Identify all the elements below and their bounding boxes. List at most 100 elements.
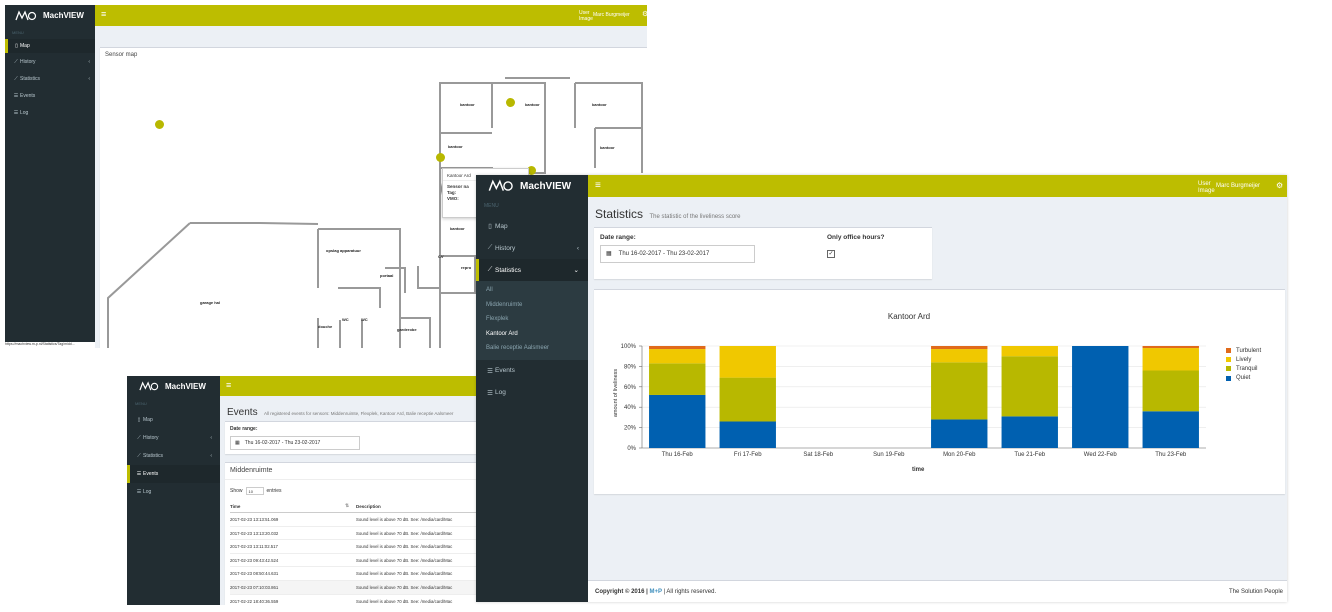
entries-select[interactable]: 10	[245, 487, 264, 495]
sidebar-item-history[interactable]: ⟋ History ‹	[127, 429, 220, 447]
brand[interactable]: MachVIEW	[476, 175, 588, 197]
sensor-marker[interactable]	[436, 153, 445, 162]
footer: Copyright © 2016 | M+P | All rights rese…	[588, 580, 1287, 602]
sensor-marker[interactable]	[527, 166, 536, 175]
column-header-description[interactable]: Description	[356, 504, 381, 509]
event-time: 2017-02-23 13:11:02.517	[230, 544, 278, 550]
sidebar-item-log[interactable]: ☰ Log	[5, 104, 95, 121]
page-subtitle: The statistic of the liveliness score	[649, 214, 741, 220]
hamburger-icon[interactable]: ≡	[595, 180, 601, 191]
sidebar-item-statistics[interactable]: ⟋ Statistics ‹	[5, 70, 95, 87]
sidebar-item-label: History	[495, 244, 516, 252]
sidebar-item-history[interactable]: ⟋ History ‹	[5, 53, 95, 70]
statistics-submenu: All Middenruimte Flexplek Kantoor Ard Ba…	[476, 281, 588, 360]
sidebar-item-label: Log	[143, 489, 152, 495]
brand[interactable]: MachVIEW	[127, 376, 220, 396]
table-row: 2017-02-23 13:13:20.032 Sound level is ab…	[230, 527, 587, 541]
list-icon: ☰	[487, 389, 493, 397]
submenu-item-kantoor-ard[interactable]: Kantoor Ard	[486, 330, 518, 337]
chevron-left-icon: ‹	[210, 435, 212, 441]
sidebar-item-label: History	[20, 58, 36, 65]
event-description: Sound level is above 70 dB. See: /media/…	[356, 571, 453, 577]
x-tick-label: Fri 17-Feb	[734, 452, 762, 458]
sidebar-item-events[interactable]: ☰ Events	[127, 465, 220, 483]
sidebar-item-map[interactable]: ▯ Map	[127, 411, 220, 429]
legend-item[interactable]: Lively	[1226, 355, 1261, 364]
floor-plan	[107, 77, 643, 348]
date-range-input[interactable]: ▦ Thu 16-02-2017 - Thu 23-02-2017	[600, 245, 755, 263]
page-subtitle: All registered events for sensors: Midde…	[264, 411, 454, 416]
sensor-marker[interactable]	[506, 98, 515, 107]
room-label: WC	[342, 317, 349, 322]
sidebar-item-log[interactable]: ☰ Log	[476, 382, 588, 404]
brand[interactable]: MachVIEW	[5, 5, 95, 26]
calendar-icon: ▦	[606, 251, 612, 257]
line-chart-icon: ⟋	[137, 453, 141, 459]
chart-legend: Turbulent Lively Tranquil Quiet	[1226, 346, 1261, 383]
sidebar-item-events[interactable]: ☰ Events	[476, 360, 588, 382]
sidebar-item-map[interactable]: ▯ Map	[476, 215, 588, 237]
sidebar-item-history[interactable]: ⟋ History ‹	[476, 237, 588, 259]
brand-name: MachVIEW	[43, 11, 84, 20]
submenu-item-all[interactable]: All	[486, 287, 493, 293]
user-name[interactable]: Marc Burgmeijer	[593, 12, 630, 18]
bar-segment-turbulent	[649, 346, 706, 350]
hamburger-icon[interactable]: ≡	[101, 9, 107, 19]
footer-company-link[interactable]: M+P	[649, 589, 662, 595]
x-tick-label: Mon 20-Feb	[943, 452, 976, 458]
event-time: 2017-02-23 07:10:03.861	[230, 584, 279, 590]
date-range-input[interactable]: ▦ Thu 16-02-2017 - Thu 23-02-2017	[230, 436, 360, 450]
submenu-item-middenruimte[interactable]: Middenruimte	[486, 301, 523, 308]
legend-swatch	[1226, 348, 1231, 354]
event-description: Sound level is above 70 dB. See: /media/…	[356, 557, 453, 563]
room-label: kantoor	[600, 145, 615, 150]
bar-segment-quiet	[719, 421, 776, 448]
office-hours-checkbox[interactable]: ✓	[827, 250, 835, 258]
user-name[interactable]: Marc Burgmeijer	[1216, 183, 1261, 189]
sidebar-item-label: Statistics	[20, 75, 41, 82]
room-label: WC	[361, 317, 368, 322]
room-label: garderobe	[397, 327, 417, 332]
submenu-item-flexplek[interactable]: Flexplek	[486, 316, 509, 323]
liveliness-chart: 0% 20% 40% 60% 80% 100% Thu 16-Feb Fri 17-Feb Sa…	[621, 344, 1206, 458]
bar-segment-turbulent	[931, 346, 988, 350]
sidebar-item-map[interactable]: ▯ Map	[5, 39, 95, 53]
event-time: 2017-02-22 18:40:36.559	[230, 598, 279, 604]
date-range-label: Date range:	[230, 426, 258, 432]
list-icon: ☰	[13, 109, 19, 116]
sidebar-item-log[interactable]: ☰ Log	[127, 483, 220, 501]
submenu-item-balie-receptie[interactable]: Balie receptie Aalsmeer	[486, 345, 550, 352]
bar-segment-turbulent	[1142, 346, 1199, 349]
legend-item[interactable]: Tranquil	[1226, 364, 1261, 373]
bar-segment-quiet	[931, 419, 988, 448]
column-header-time[interactable]: Time	[230, 504, 241, 509]
bar-segment-lively	[719, 346, 776, 378]
room-label: repro	[461, 265, 472, 270]
hamburger-icon[interactable]: ≡	[226, 380, 232, 390]
legend-item[interactable]: Turbulent	[1226, 346, 1261, 355]
footer-rights: | All rights reserved.	[663, 589, 717, 595]
sidebar-item-label: History	[143, 435, 159, 441]
show-label: Show	[230, 488, 243, 494]
sensor-marker[interactable]	[155, 120, 164, 129]
x-tick-label: Thu 16-Feb	[662, 452, 694, 458]
gears-icon[interactable]: ⚙	[1276, 181, 1284, 190]
sidebar-item-statistics[interactable]: ⟋ Statistics ⌄	[476, 259, 588, 281]
brand-name: MachVIEW	[520, 180, 572, 192]
sidebar-item-statistics[interactable]: ⟋ Statistics ‹	[127, 447, 220, 465]
bar-segment-quiet	[1142, 411, 1199, 448]
sidebar-item-events[interactable]: ☰ Events	[5, 87, 95, 104]
gears-icon[interactable]: ⚙	[642, 11, 647, 18]
list-icon: ☰	[487, 367, 493, 375]
sidebar-item-label: Map	[20, 43, 30, 49]
legend-swatch	[1226, 366, 1231, 372]
sort-icon[interactable]: ⇅	[345, 503, 350, 509]
entries-select-value: 10	[248, 489, 253, 494]
x-axis-label: time	[912, 467, 925, 473]
room-label: garage hal	[200, 300, 221, 305]
entries-label: entries	[266, 488, 282, 494]
map-icon: ▯	[15, 43, 18, 49]
sidebar: MENU ▯ Map ⟋ History ‹ ⟋ Statistics ⌄ All Mid…	[476, 197, 588, 602]
legend-item[interactable]: Quiet	[1226, 374, 1261, 383]
bar-segment-quiet	[649, 394, 706, 448]
